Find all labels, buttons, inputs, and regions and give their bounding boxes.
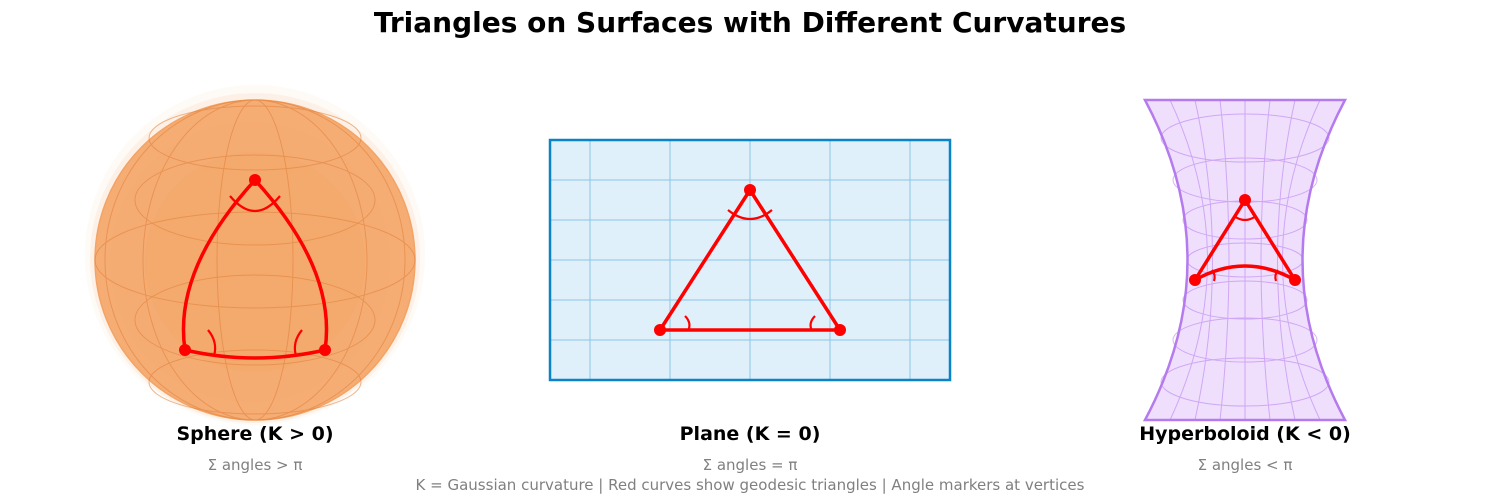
hyperboloid-subtitle: Σ angles < π (1198, 456, 1293, 474)
sphere-grid (94, 99, 416, 421)
hyperboloid-title: Hyperboloid (K < 0) (1139, 423, 1351, 445)
vertex-dot (249, 174, 261, 186)
plane-panel: Plane (K = 0) Σ angles = π (548, 138, 952, 474)
sphere-subtitle: Σ angles > π (208, 456, 303, 474)
hyperboloid-geodesic-triangle (1189, 194, 1301, 286)
angle-marker (1211, 269, 1216, 282)
vertex-dot (744, 184, 756, 196)
angle-marker (809, 315, 816, 332)
angle-marker (207, 329, 217, 357)
angle-marker (1274, 269, 1279, 282)
vertex-dot (1189, 274, 1201, 286)
sphere-geodesic-triangle (179, 174, 331, 360)
plane-subtitle: Σ angles = π (703, 456, 798, 474)
vertex-dot (834, 324, 846, 336)
angle-marker (293, 329, 303, 357)
sphere-panel: Sphere (K > 0) Σ angles > π (85, 85, 425, 474)
plane-title: Plane (K = 0) (680, 423, 821, 445)
hyperboloid-panel: Hyperboloid (K < 0) Σ angles < π (1139, 98, 1351, 474)
footnote: K = Gaussian curvature | Red curves show… (416, 476, 1085, 494)
plane-triangle (654, 184, 846, 336)
figure-title: Triangles on Surfaces with Different Cur… (374, 6, 1126, 39)
vertex-dot (1289, 274, 1301, 286)
angle-marker (1233, 215, 1257, 222)
angle-marker (684, 315, 691, 332)
vertex-dot (654, 324, 666, 336)
vertex-dot (179, 344, 191, 356)
sphere-surface (85, 85, 425, 425)
angle-marker (727, 209, 773, 221)
sphere-title: Sphere (K > 0) (176, 423, 333, 445)
plane-border (548, 138, 952, 382)
vertex-dot (1239, 194, 1251, 206)
angle-marker (229, 195, 281, 212)
vertex-dot (319, 344, 331, 356)
